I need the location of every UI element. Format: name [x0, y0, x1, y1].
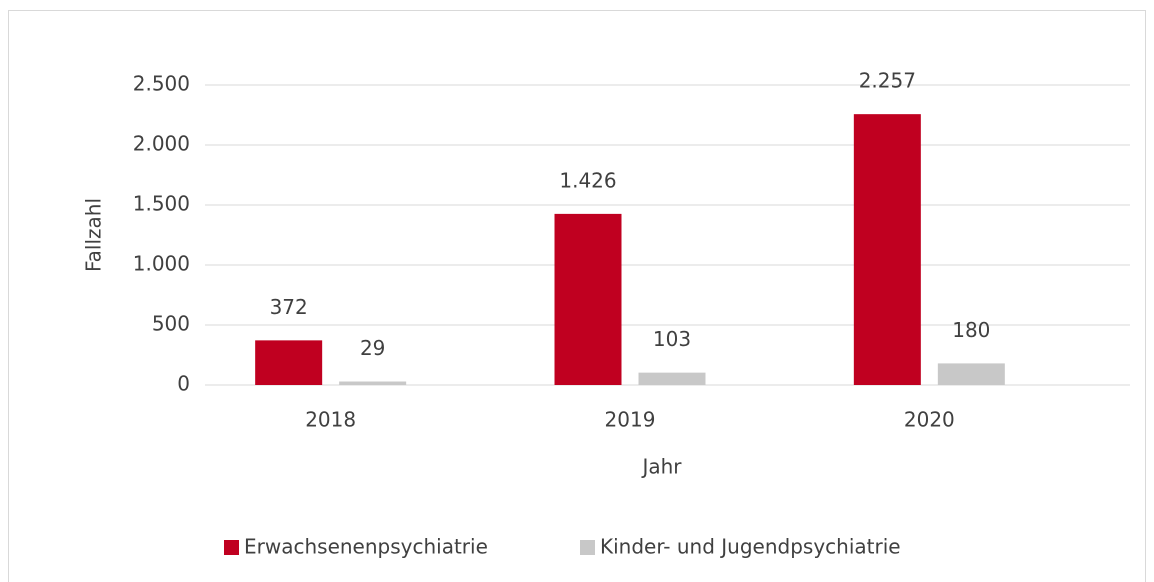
y-tick-label: 1.000 — [133, 252, 190, 276]
bar — [554, 213, 622, 385]
data-label: 103 — [653, 327, 691, 351]
data-label: 2.257 — [859, 69, 916, 93]
data-label: 180 — [952, 318, 990, 342]
y-tick-label: 1.500 — [133, 192, 190, 216]
bar — [638, 372, 706, 385]
x-tick-label: 2019 — [605, 408, 656, 432]
data-label: 372 — [270, 295, 308, 319]
y-axis-label: Fallzahl — [82, 198, 106, 272]
legend-label: Kinder- und Jugendpsychiatrie — [600, 535, 901, 559]
x-axis-label: Jahr — [640, 455, 682, 479]
data-label: 1.426 — [559, 168, 616, 192]
x-tick-label: 2020 — [904, 408, 955, 432]
legend-swatch — [224, 540, 239, 555]
bar — [339, 381, 407, 385]
y-tick-label: 0 — [177, 372, 190, 396]
bar — [937, 363, 1005, 385]
x-tick-label: 2018 — [305, 408, 356, 432]
data-label: 29 — [360, 336, 385, 360]
bar — [853, 114, 921, 385]
legend-swatch — [580, 540, 595, 555]
y-tick-label: 2.000 — [133, 132, 190, 156]
bar — [255, 340, 323, 385]
y-tick-label: 2.500 — [133, 72, 190, 96]
y-tick-label: 500 — [152, 312, 190, 336]
legend-label: Erwachsenenpsychiatrie — [244, 535, 488, 559]
